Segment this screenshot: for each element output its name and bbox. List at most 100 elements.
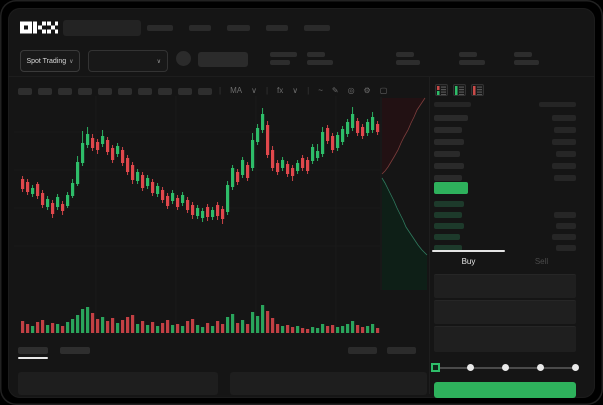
ask-row[interactable] [434,148,576,160]
amount-bar [552,233,576,240]
order-book-column-headers [434,102,576,107]
stat-value-placeholder [270,60,290,65]
timeframe-button[interactable] [178,87,192,95]
order-book-combined-icon[interactable] [435,84,448,96]
pair-coin-icon [176,51,191,66]
slider-stop[interactable] [537,364,544,371]
timeframe-button[interactable] [138,87,152,95]
tab-sell[interactable]: Sell [534,257,549,266]
stat-label-placeholder [514,52,532,57]
order-book-bids-icon[interactable] [453,84,466,96]
order-book-asks [434,112,576,184]
slider-stop[interactable] [572,364,579,371]
main-nav [147,25,330,31]
amount-bar [554,211,576,218]
price-column-header [434,102,471,107]
draw-tool-button[interactable]: ✎ [331,86,339,95]
price-bar [434,163,464,169]
timeframe-button[interactable] [18,87,32,95]
stat-label-placeholder [396,52,414,57]
bottom-right-tab[interactable] [387,347,416,354]
bottom-right-tab[interactable] [348,347,377,354]
order-side-tabs: Buy Sell [432,255,578,268]
indicators-button[interactable]: fx [277,86,284,95]
slider-handle[interactable] [431,363,440,372]
bid-row[interactable] [434,209,576,220]
buy-submit-button[interactable] [434,382,576,398]
timeframe-buttons [18,87,212,95]
stat-value-placeholder [459,60,485,65]
order-book-asks-icon[interactable] [471,84,484,96]
ask-row[interactable] [434,112,576,124]
nav-item[interactable] [227,25,250,31]
order-input-field[interactable] [434,274,576,298]
timeframe-button[interactable] [118,87,132,95]
bid-row[interactable] [434,198,576,209]
order-panel: Buy Sell [431,78,579,398]
nav-item[interactable] [147,25,173,31]
amount-slider[interactable] [431,362,579,374]
ticker-stat [459,52,485,65]
stat-label-placeholder [459,52,477,57]
price-bar [434,222,464,229]
amount-bar [552,163,576,169]
nav-item[interactable] [304,25,330,31]
candlestick-chart[interactable] [14,96,428,346]
stat-value-placeholder [514,60,539,65]
ask-row[interactable] [434,160,576,172]
price-bar [434,211,462,218]
price-bar [434,139,464,145]
price-bar [434,200,464,207]
timeframe-button[interactable] [38,87,52,95]
price-bar [434,175,462,181]
chevron-down-icon: ∨ [69,58,74,65]
bid-row[interactable] [434,220,576,231]
app-window: Spot Trading ∨ ∨ | MA ∨ | fx ∨ | ~ ✎ ◎ ⚙ ▢ [8,8,595,398]
pair-selector-dropdown[interactable]: ∨ [88,50,168,72]
ask-row[interactable] [434,136,576,148]
bid-row[interactable] [434,231,576,242]
orders-panel-placeholder [18,372,218,395]
timeframe-button[interactable] [78,87,92,95]
amount-bar [552,115,576,121]
nav-item[interactable] [189,25,211,31]
timeframe-button[interactable] [58,87,72,95]
fullscreen-button[interactable]: ▢ [379,86,388,95]
search-input[interactable] [63,20,141,36]
bid-row[interactable] [434,242,576,253]
active-tab-indicator [18,357,48,359]
timeframe-button[interactable] [158,87,172,95]
slider-stop[interactable] [502,364,509,371]
chevron-down-icon[interactable]: ∨ [251,86,257,95]
settings-gear-button[interactable]: ⚙ [363,86,371,95]
ask-row[interactable] [434,124,576,136]
line-style-button[interactable]: ~ [318,86,323,95]
ticker-stats [270,52,539,65]
timeframe-button[interactable] [198,87,212,95]
stat-label-placeholder [270,52,297,57]
market-type-selector[interactable]: Spot Trading ∨ [20,50,80,72]
ticker-stat [307,52,333,65]
order-input-field[interactable] [434,326,576,352]
last-price-bar[interactable] [434,182,468,194]
stat-label-placeholder [307,52,325,57]
price-bar [434,244,462,251]
timeframe-button[interactable] [98,87,112,95]
slider-stop[interactable] [467,364,474,371]
amount-bar [556,244,576,251]
bottom-tab[interactable] [18,347,48,354]
screenshot-button[interactable]: ◎ [347,86,355,95]
bottom-tab[interactable] [60,347,90,354]
stat-value-placeholder [396,60,420,65]
active-tab-indicator [432,250,505,252]
tab-buy[interactable]: Buy [461,257,476,266]
ma-indicator-button[interactable]: MA [230,86,243,95]
bottom-right-controls [348,347,416,354]
toolbar-divider: | [307,86,310,95]
order-input-field[interactable] [434,300,576,324]
ask-row[interactable] [434,172,576,184]
order-book-view-toggles [435,84,484,96]
nav-item[interactable] [266,25,288,31]
chevron-down-icon[interactable]: ∨ [292,86,299,95]
